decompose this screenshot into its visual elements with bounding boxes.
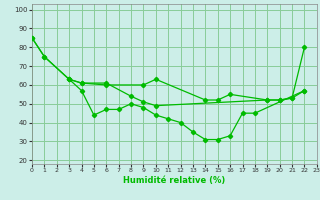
X-axis label: Humidité relative (%): Humidité relative (%)	[123, 176, 226, 185]
